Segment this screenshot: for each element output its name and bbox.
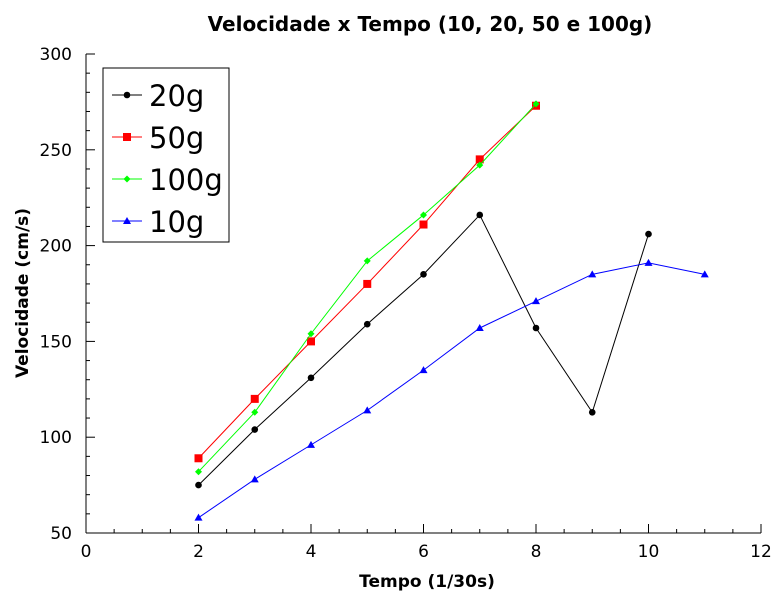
series-10g-point: [363, 406, 372, 414]
x-tick-label: 10: [638, 542, 660, 562]
legend-item-100g-label: 100g: [149, 163, 223, 197]
y-tick-label: 250: [40, 141, 72, 161]
legend-box: [102, 67, 230, 243]
legend: 20g 50g 100g 10g: [102, 67, 230, 243]
y-tick-label: 300: [40, 45, 72, 65]
series-100g: [195, 100, 540, 476]
series-10g-line: [198, 262, 705, 519]
y-tick-label: 200: [40, 237, 72, 257]
series-20g-point: [363, 320, 371, 328]
series-100g-point: [251, 408, 259, 416]
y-axis-title: Velocidade (cm/s): [13, 208, 33, 378]
series-10g-point: [700, 270, 709, 278]
series-10g-point: [588, 270, 597, 278]
series-20g-point: [251, 426, 259, 433]
chart-title: Velocidade x Tempo (10, 20, 50 e 100g): [208, 12, 653, 36]
legend-item-50g-swatch-marker: [123, 133, 131, 141]
legend-item-50g-label: 50g: [149, 121, 204, 155]
series-20g-line: [198, 214, 649, 486]
series-100g-point: [307, 330, 315, 338]
series-50g-point: [419, 220, 428, 229]
series-20g-point: [195, 481, 202, 489]
series-100g-point: [420, 211, 427, 219]
series-10g-point: [194, 513, 203, 521]
series-50g-point: [307, 337, 315, 346]
series-20g-point: [307, 374, 315, 382]
legend-item-20g-label: 20g: [149, 79, 204, 113]
plot-area: [194, 100, 709, 521]
legend-item-20g: 20g: [112, 79, 204, 113]
y-tick-label: 50: [50, 524, 72, 544]
series-20g-point: [532, 324, 540, 332]
series-10g-point: [419, 366, 428, 374]
axis-ticks: 0 2 4 6 8 10 12 50 100 150 200 250 300: [40, 45, 772, 562]
legend-item-20g-swatch-marker: [123, 91, 131, 99]
series-10g-point: [644, 258, 653, 266]
series-100g-point: [476, 161, 484, 169]
series-20g-point: [476, 211, 484, 219]
series-100g-point: [363, 257, 371, 265]
series-10g-point: [475, 323, 484, 331]
legend-item-100g: 100g: [112, 163, 223, 197]
series-20g: [195, 211, 652, 489]
series-20g-point: [588, 408, 596, 416]
series-10g-point: [532, 297, 540, 305]
series-10g-point: [307, 440, 315, 448]
legend-item-50g: 50g: [112, 121, 204, 155]
x-tick-label: 6: [418, 542, 429, 562]
y-tick-label: 150: [40, 332, 72, 352]
x-tick-label: 4: [306, 542, 317, 562]
legend-item-10g-label: 10g: [149, 205, 204, 239]
series-100g-point: [532, 100, 540, 108]
legend-item-100g-swatch-marker: [123, 175, 131, 183]
y-tick-label: 100: [40, 428, 72, 448]
x-tick-label: 8: [531, 542, 542, 562]
x-tick-label: 2: [193, 542, 204, 562]
x-axis-title: Tempo (1/30s): [359, 572, 495, 592]
series-20g-point: [420, 271, 427, 278]
legend-item-10g: 10g: [112, 205, 204, 239]
x-tick-label: 0: [81, 542, 92, 562]
series-50g-point: [250, 394, 259, 403]
series-10g-point: [250, 475, 259, 483]
series-50g-point: [475, 155, 484, 164]
x-tick-label: 12: [750, 542, 772, 562]
series-100g-point: [195, 468, 202, 476]
legend-item-10g-swatch-marker: [123, 217, 131, 224]
series-20g-point: [645, 230, 652, 238]
series-50g-point: [363, 279, 372, 288]
series-10g: [194, 258, 709, 521]
series-50g-point: [194, 454, 203, 463]
